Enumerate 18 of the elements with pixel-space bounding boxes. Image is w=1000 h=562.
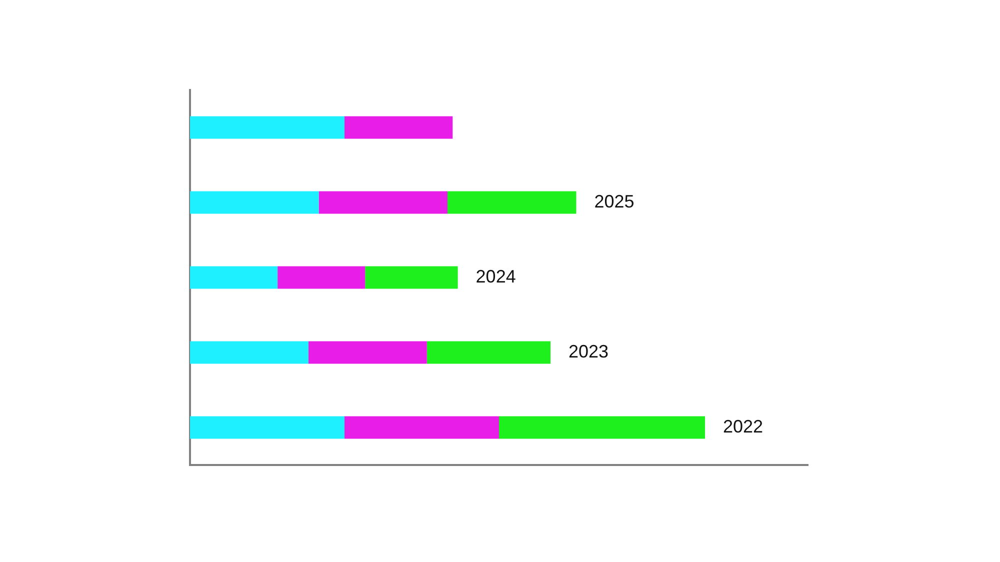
bar bbox=[499, 416, 705, 439]
bar bbox=[318, 191, 448, 214]
bar bbox=[278, 266, 366, 289]
bar bbox=[190, 191, 319, 214]
bar bbox=[190, 116, 344, 139]
bar bbox=[426, 341, 550, 364]
y-tick-label: 2024 bbox=[476, 266, 516, 286]
bar bbox=[190, 341, 308, 364]
y-tick-label: 2023 bbox=[568, 341, 609, 362]
bar bbox=[190, 416, 344, 439]
bar bbox=[448, 191, 576, 214]
bar bbox=[190, 266, 278, 289]
y-tick-label: 2022 bbox=[723, 416, 764, 436]
bar bbox=[344, 116, 453, 139]
bar bbox=[365, 266, 458, 289]
y-tick-label: 2025 bbox=[594, 191, 634, 212]
bar bbox=[308, 341, 427, 364]
bar bbox=[344, 416, 499, 439]
